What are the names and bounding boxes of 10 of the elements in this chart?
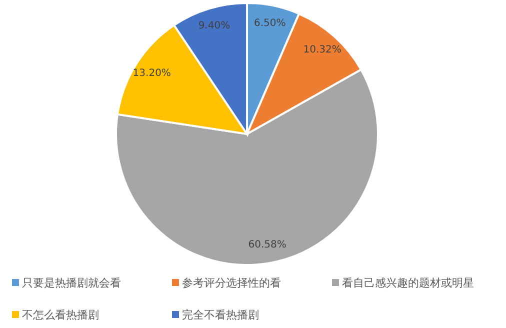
data-label: 60.58%: [248, 239, 286, 250]
data-label: 13.20%: [132, 68, 171, 80]
legend-label: 只要是热播剧就会看: [22, 276, 121, 290]
legend-label: 不怎么看热播剧: [22, 308, 99, 322]
legend-label: 看自己感兴趣的题材或明星: [342, 276, 474, 290]
data-label: 6.50%: [254, 18, 286, 30]
legend-label: 参考评分选择性的看: [182, 276, 281, 290]
legend-label: 完全不看热播剧: [182, 308, 259, 322]
data-label: 10.32%: [303, 44, 342, 56]
data-label: 9.40%: [198, 20, 230, 32]
